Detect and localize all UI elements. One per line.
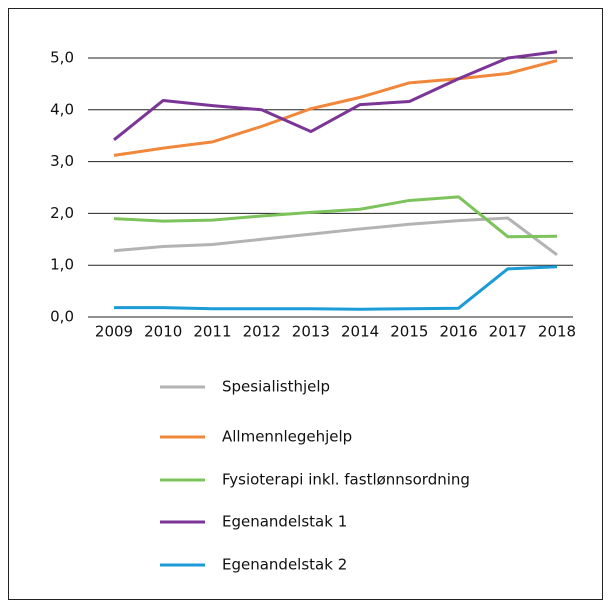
y-tick-label: 0,0 — [50, 308, 74, 326]
y-tick-label: 4,0 — [50, 100, 74, 118]
x-tick-label: 2015 — [390, 323, 428, 341]
x-tick-label: 2014 — [341, 323, 379, 341]
series-line — [113, 50, 558, 142]
legend-label: Spesialisthjelp — [222, 378, 330, 396]
y-tick-label: 3,0 — [50, 152, 74, 170]
x-tick-label: 2013 — [292, 323, 330, 341]
x-tick-label: 2018 — [538, 323, 576, 341]
x-tick-label: 2012 — [243, 323, 281, 341]
legend-label: Egenandelstak 1 — [222, 513, 347, 531]
series-line — [113, 59, 558, 157]
x-tick-label: 2010 — [144, 323, 182, 341]
legend-label: Egenandelstak 2 — [222, 556, 347, 574]
series-line — [114, 265, 558, 311]
legend-label: Allmennlegehjelp — [222, 428, 352, 446]
x-tick-label: 2016 — [439, 323, 477, 341]
legend-label: Fysioterapi inkl. fastlønnsordning — [222, 471, 470, 489]
y-tick-label: 5,0 — [50, 49, 74, 67]
x-tick-label: 2009 — [95, 323, 133, 341]
series-line — [113, 195, 558, 239]
x-tick-label: 2017 — [489, 323, 527, 341]
y-tick-label: 1,0 — [50, 256, 74, 274]
y-tick-label: 2,0 — [50, 204, 74, 222]
series-line — [113, 216, 558, 257]
x-tick-label: 2011 — [193, 323, 231, 341]
frame — [8, 8, 603, 600]
